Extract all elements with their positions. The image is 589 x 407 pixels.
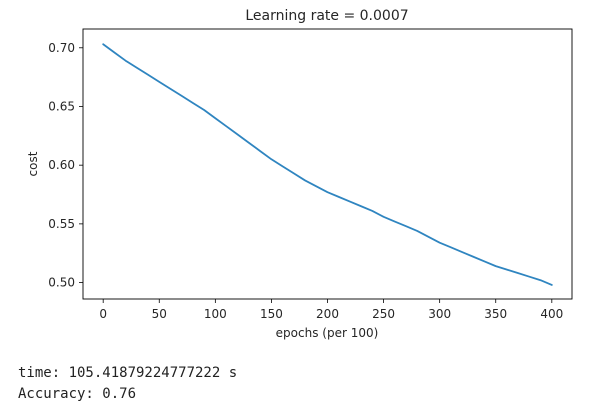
x-tick-label: 150: [260, 307, 283, 321]
chart-title: Learning rate = 0.0007: [245, 8, 408, 24]
accuracy-output: Accuracy: 0.76: [18, 386, 137, 402]
y-tick-label: 0.50: [48, 276, 75, 290]
plot-area-frame: [82, 28, 573, 300]
x-tick-label: 250: [372, 307, 395, 321]
y-tick-label: 0.70: [48, 41, 75, 55]
x-tick-label: 0: [99, 307, 107, 321]
y-axis-label: cost: [26, 151, 40, 176]
series-layer: [102, 43, 553, 286]
x-tick-label: 100: [204, 307, 227, 321]
cost-series-line: [102, 43, 553, 286]
x-tick-label: 200: [316, 307, 339, 321]
x-tick-label: 50: [152, 307, 167, 321]
y-tick-label: 0.65: [48, 99, 75, 113]
y-axis-ticks: 0.50 0.55 0.60 0.65 0.70: [48, 41, 83, 290]
x-tick-label: 350: [484, 307, 507, 321]
x-axis-label: epochs (per 100): [276, 326, 379, 340]
cost-line-chart: 0 50 100 150 200 250 300 350 400 0.50 0.55 0.60 0.6…: [26, 8, 573, 340]
x-tick-label: 300: [428, 307, 451, 321]
y-tick-label: 0.55: [48, 217, 75, 231]
x-axis-ticks: 0 50 100 150 200 250 300 350 400: [99, 299, 563, 321]
x-tick-label: 400: [540, 307, 563, 321]
time-output: time: 105.41879224777222 s: [18, 365, 238, 381]
y-tick-label: 0.60: [48, 158, 75, 172]
